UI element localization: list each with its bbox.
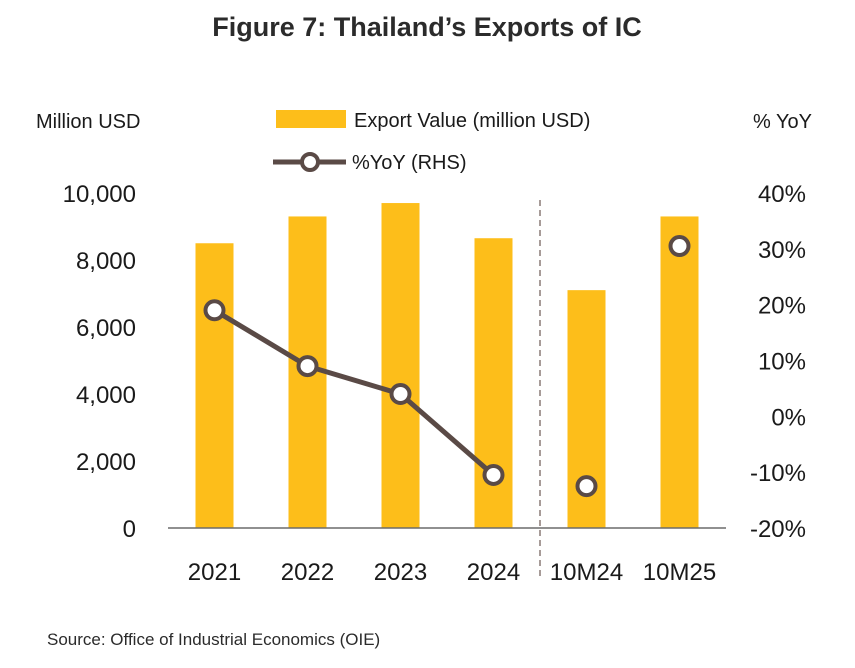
legend-label-yoy: %YoY (RHS) bbox=[352, 152, 467, 174]
y2-tick-label-6: 40% bbox=[758, 181, 806, 208]
y-tick-label-4: 8,000 bbox=[76, 248, 136, 275]
x-tick-label-2022: 2022 bbox=[281, 559, 334, 586]
yoy-point-2023 bbox=[389, 383, 412, 405]
yoy-point-10M24 bbox=[575, 475, 598, 498]
yoy-point-10M25 bbox=[668, 235, 691, 258]
y2-tick-label-1: -10% bbox=[750, 460, 806, 487]
right-axis-ticks: -20% -10% 0% 10% 20% 30% 40% bbox=[750, 181, 806, 543]
x-tick-label-10M25: 10M25 bbox=[643, 559, 716, 586]
yoy-line-series bbox=[203, 235, 691, 498]
y-tick-label-5: 10,000 bbox=[63, 181, 136, 208]
y2-tick-label-0: -20% bbox=[750, 516, 806, 543]
y2-tick-label-5: 30% bbox=[758, 237, 806, 264]
source-note: Source: Office of Industrial Economics (… bbox=[47, 630, 380, 649]
left-axis-ticks: 0 2,000 4,000 6,000 8,000 10,000 bbox=[63, 181, 136, 543]
bar-series bbox=[195, 203, 699, 529]
legend-swatch-export bbox=[276, 110, 346, 128]
yoy-point-2021 bbox=[203, 299, 226, 322]
y-tick-label-3: 6,000 bbox=[76, 315, 136, 342]
y-tick-label-1: 2,000 bbox=[76, 449, 136, 476]
legend-label-export: Export Value (million USD) bbox=[354, 110, 590, 132]
chart-title: Figure 7: Thailand’s Exports of IC bbox=[212, 12, 642, 42]
legend-swatch-yoy-marker bbox=[300, 152, 320, 172]
yoy-point-2024 bbox=[482, 463, 505, 486]
x-tick-label-2024: 2024 bbox=[467, 559, 520, 586]
y-tick-label-0: 0 bbox=[123, 516, 136, 543]
yoy-point-2022 bbox=[296, 355, 319, 378]
x-tick-label-2023: 2023 bbox=[374, 559, 427, 586]
bar-2023 bbox=[381, 203, 420, 529]
category-labels: 2021 2022 2023 2024 10M24 10M25 bbox=[188, 559, 716, 586]
bar-2021 bbox=[195, 243, 234, 528]
legend: Export Value (million USD) %YoY (RHS) bbox=[273, 110, 590, 174]
bar-10M25 bbox=[660, 216, 699, 528]
yoy-line-path bbox=[213, 308, 496, 477]
y-tick-label-2: 4,000 bbox=[76, 382, 136, 409]
right-axis-label: % YoY bbox=[753, 111, 812, 133]
x-tick-label-10M24: 10M24 bbox=[550, 559, 623, 586]
y2-tick-label-3: 10% bbox=[758, 349, 806, 376]
y2-tick-label-2: 0% bbox=[771, 404, 806, 431]
y2-tick-label-4: 20% bbox=[758, 293, 806, 320]
left-axis-label: Million USD bbox=[36, 111, 140, 133]
x-tick-label-2021: 2021 bbox=[188, 559, 241, 586]
